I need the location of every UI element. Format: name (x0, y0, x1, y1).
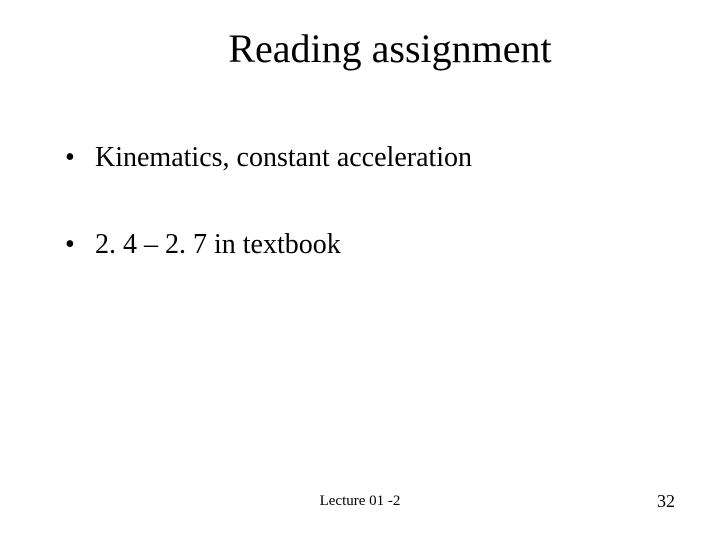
bullet-list: Kinematics, constant acceleration 2. 4 –… (50, 142, 670, 261)
list-item: Kinematics, constant acceleration (65, 142, 670, 174)
page-number: 32 (657, 491, 675, 512)
footer-lecture-label: Lecture 01 -2 (320, 493, 401, 510)
slide-container: Reading assignment Kinematics, constant … (0, 0, 720, 540)
slide-title: Reading assignment (50, 25, 670, 72)
list-item: 2. 4 – 2. 7 in textbook (65, 229, 670, 261)
